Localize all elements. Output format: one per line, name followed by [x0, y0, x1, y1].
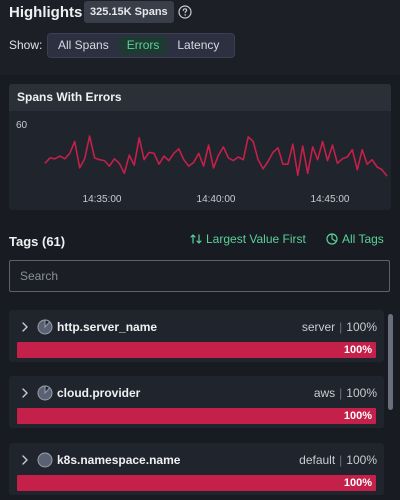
tags-scrollbar[interactable]	[385, 310, 395, 500]
tag-row-http-server-name: http.server_name server | 100% 100%	[9, 310, 384, 362]
chevron-right-icon[interactable]	[19, 321, 31, 333]
divider: |	[339, 320, 343, 334]
x-tick-label: 14:45:00	[311, 194, 350, 205]
tag-top-value: default | 100%	[299, 453, 377, 467]
show-label: Show:	[9, 38, 43, 52]
chevron-right-icon[interactable]	[19, 454, 31, 466]
span-count-badge: 325.15K Spans	[84, 1, 174, 23]
tag-percent-bar: 100%	[17, 408, 376, 424]
tag-name: http.server_name	[57, 320, 158, 334]
divider: |	[339, 386, 343, 400]
filter-all-spans-button[interactable]: All Spans	[58, 38, 109, 52]
x-tick-label: 14:35:00	[83, 194, 122, 205]
tags-title: Tags (61)	[9, 234, 66, 249]
sort-arrows-icon	[190, 234, 202, 244]
highlights-header: Highlights 325.15K Spans Show: All Spans…	[0, 0, 400, 75]
tag-row-cloud-provider: cloud.provider aws | 100% 100%	[9, 376, 384, 428]
filter-toggle-group: All Spans Errors Latency	[47, 33, 235, 58]
tag-percent: 100%	[346, 386, 377, 400]
tags-section: Tags (61) Largest Value First All Tags h…	[0, 213, 400, 500]
tag-bar-label: 100%	[343, 344, 372, 356]
tag-percent-bar-fill	[17, 342, 376, 358]
tag-value: server	[301, 320, 336, 334]
tag-percent: 100%	[346, 320, 377, 334]
tag-pie-icon	[37, 385, 53, 401]
tag-top-value: server | 100%	[302, 320, 377, 334]
tag-percent-bar-fill	[17, 475, 376, 491]
all-tags-button[interactable]: All Tags	[326, 232, 384, 246]
tag-bar-label: 100%	[343, 477, 372, 489]
tag-percent-bar: 100%	[17, 475, 376, 491]
tag-percent: 100%	[346, 453, 377, 467]
tag-row-k8s-namespace-name: k8s.namespace.name default | 100% 100%	[9, 443, 384, 495]
chart-section: Spans With Errors 60 14:35:00 14:40:00 1…	[0, 75, 400, 213]
tag-bar-label: 100%	[343, 410, 372, 422]
all-tags-label: All Tags	[342, 232, 384, 246]
scrollbar-thumb[interactable]	[388, 314, 393, 410]
tag-top-value: aws | 100%	[314, 386, 377, 400]
error-chart-panel: Spans With Errors 60 14:35:00 14:40:00 1…	[9, 84, 391, 210]
filter-latency-button[interactable]: Latency	[177, 38, 220, 52]
filter-errors-button[interactable]: Errors	[118, 36, 168, 55]
tag-pie-icon	[37, 319, 53, 335]
x-tick-label: 14:40:00	[197, 194, 236, 205]
tags-search-input[interactable]	[9, 260, 390, 292]
tag-pie-icon	[37, 452, 53, 468]
tag-name: cloud.provider	[57, 386, 141, 400]
y-tick-label: 60	[16, 120, 28, 131]
error-series-line	[44, 135, 388, 177]
tag-value: aws	[313, 386, 336, 400]
tag-percent-bar: 100%	[17, 342, 376, 358]
tag-percent-bar-fill	[17, 408, 376, 424]
sort-largest-value-button[interactable]: Largest Value First	[190, 232, 306, 246]
divider: |	[339, 453, 343, 467]
error-line-chart: 60 14:35:00 14:40:00 14:45:00	[16, 120, 388, 205]
tag-name: k8s.namespace.name	[57, 453, 181, 467]
page-title: Highlights	[9, 4, 83, 21]
pie-chart-icon	[326, 233, 338, 245]
chart-title: Spans With Errors	[9, 84, 391, 111]
chevron-right-icon[interactable]	[19, 387, 31, 399]
help-circle-icon[interactable]	[178, 5, 192, 19]
sort-label: Largest Value First	[206, 232, 306, 246]
tag-value: default	[299, 453, 336, 467]
